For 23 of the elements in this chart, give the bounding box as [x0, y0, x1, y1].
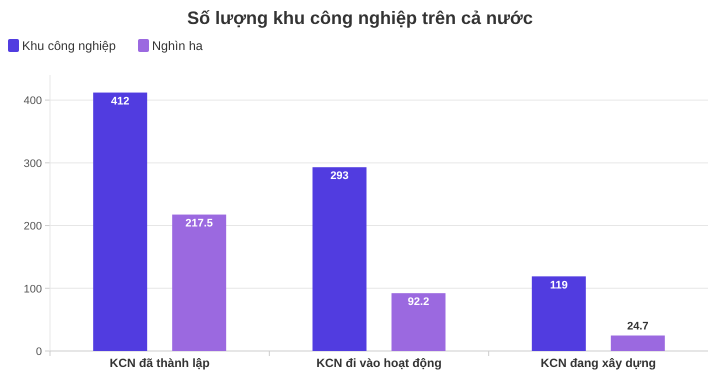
legend-label: Nghìn ha — [152, 39, 203, 53]
y-tick-label: 100 — [24, 283, 42, 296]
legend-label: Khu công nghiệp — [22, 39, 116, 53]
y-tick-label: 0 — [36, 346, 42, 358]
bar — [172, 214, 226, 351]
x-tick-label: KCN đang xây dựng — [540, 356, 656, 370]
data-label: 412 — [110, 96, 130, 108]
bar — [392, 293, 446, 351]
bar — [93, 92, 148, 351]
data-label: 92.2 — [408, 296, 430, 308]
x-tick-label: KCN đã thành lập — [110, 356, 210, 370]
y-tick-label: 300 — [24, 158, 42, 170]
bar — [312, 167, 366, 351]
data-label: 119 — [550, 279, 568, 292]
bar — [610, 336, 665, 351]
y-tick-label: 400 — [24, 95, 42, 108]
y-tick-label: 200 — [24, 220, 42, 233]
data-label: 217.5 — [185, 218, 213, 230]
data-label: 293 — [330, 170, 349, 182]
x-tick-label: KCN đi vào hoạt động — [316, 356, 442, 370]
bar — [532, 276, 586, 351]
data-label: 24.7 — [627, 320, 649, 333]
chart-title: Số lượng khu công nghiệp trên cả nước — [187, 8, 533, 28]
